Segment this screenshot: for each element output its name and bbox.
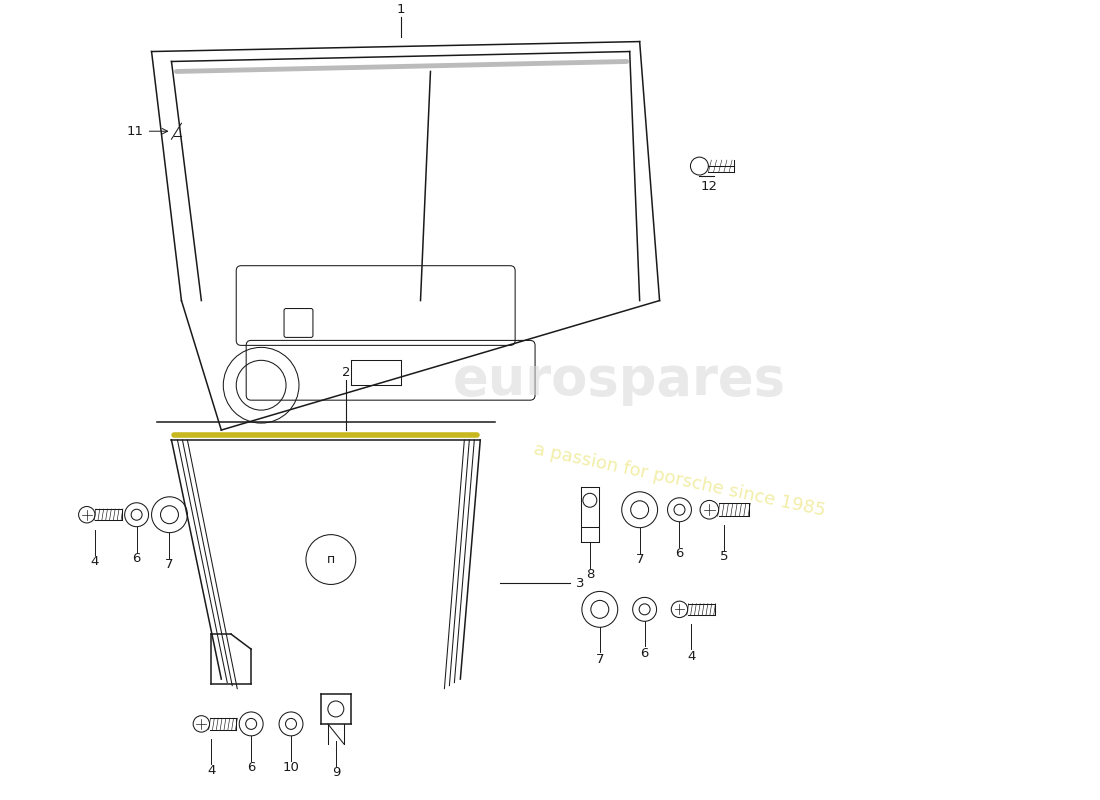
- Text: 12: 12: [701, 179, 718, 193]
- Text: 5: 5: [720, 550, 728, 563]
- Text: 4: 4: [207, 764, 216, 778]
- Text: 4: 4: [688, 650, 695, 662]
- Text: 10: 10: [283, 762, 299, 774]
- Text: 3: 3: [575, 577, 584, 590]
- Text: 6: 6: [640, 646, 649, 660]
- Text: 2: 2: [341, 366, 350, 378]
- Text: a passion for porsche since 1985: a passion for porsche since 1985: [532, 440, 827, 520]
- Text: eurospares: eurospares: [453, 354, 786, 406]
- Text: п: п: [327, 553, 336, 566]
- Text: 6: 6: [248, 762, 255, 774]
- Text: 9: 9: [332, 766, 340, 779]
- Text: 1: 1: [396, 3, 405, 16]
- Text: 6: 6: [675, 547, 684, 560]
- Text: 7: 7: [595, 653, 604, 666]
- Text: 7: 7: [636, 553, 644, 566]
- Text: 6: 6: [132, 552, 141, 565]
- Text: 4: 4: [90, 555, 99, 568]
- Text: 8: 8: [585, 568, 594, 581]
- Text: 7: 7: [165, 558, 174, 571]
- Text: 11: 11: [126, 125, 143, 138]
